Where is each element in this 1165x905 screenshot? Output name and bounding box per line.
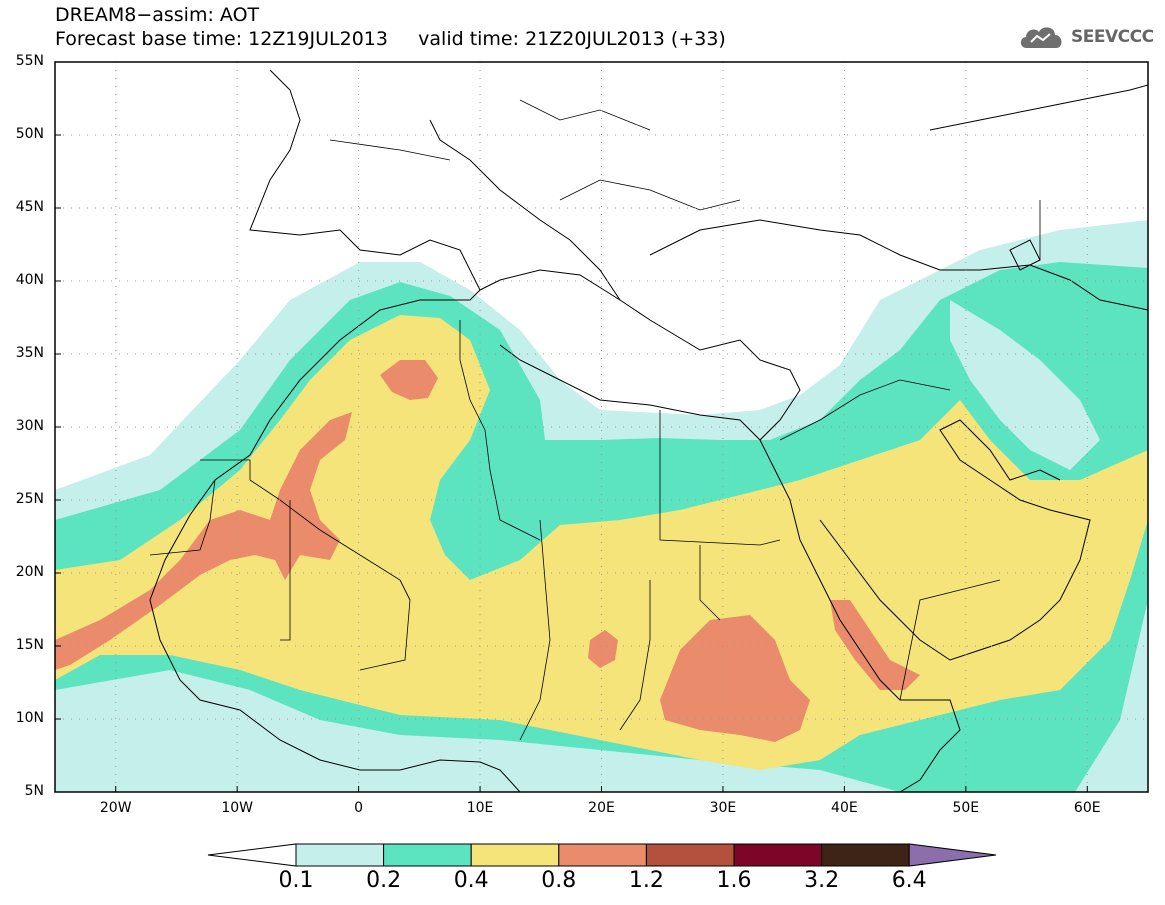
lon-label: 30E	[709, 800, 737, 816]
aot-contour-0-8-sudan	[660, 615, 810, 742]
colorbar-segment	[295, 843, 385, 867]
colorbar-threshold-label: 1.2	[628, 868, 664, 893]
colorbar-segment	[558, 843, 647, 867]
aot-contour-0-1-pocket	[950, 300, 1100, 470]
aot-contour-0-8-mauritania	[55, 412, 352, 670]
seevccc-logo: SEEVCCC	[1017, 22, 1154, 52]
colorbar-threshold-label: 0.4	[453, 868, 489, 893]
forecast-time-subtitle: Forecast base time: 12Z19JUL2013 valid t…	[55, 28, 726, 50]
aot-contour-0-8-red-sea	[830, 600, 920, 690]
lat-label: 35N	[15, 345, 44, 361]
colorbar	[207, 843, 997, 867]
aot-contour-0-8-chad	[588, 630, 618, 668]
lat-label: 10N	[15, 710, 44, 726]
colorbar-segment	[645, 843, 735, 867]
lat-label: 45N	[15, 199, 44, 215]
lon-label: 40E	[831, 800, 858, 816]
aot-contours	[55, 62, 1148, 792]
colorbar-threshold-label: 0.2	[366, 868, 402, 893]
lon-label: 10W	[221, 800, 253, 816]
colorbar-threshold-label: 3.2	[804, 868, 840, 893]
colorbar-segment	[470, 843, 560, 867]
lat-label: 55N	[15, 53, 44, 69]
logo-text: SEEVCCC	[1071, 27, 1154, 47]
colorbar-threshold-label: 6.4	[891, 868, 927, 893]
lon-label: 0	[354, 800, 364, 816]
lat-label: 50N	[15, 126, 44, 142]
colorbar-segment	[383, 843, 472, 867]
colorbar-threshold-label: 0.8	[541, 868, 577, 893]
lat-label: 40N	[15, 272, 44, 288]
colorbar-threshold-label: 1.6	[716, 868, 752, 893]
lon-label: 10E	[466, 800, 494, 816]
colorbar-segment	[733, 843, 823, 867]
colorbar-above-max	[908, 843, 997, 867]
lon-label: 20E	[588, 800, 615, 816]
lon-label: 60E	[1073, 800, 1101, 816]
lat-label: 5N	[24, 783, 44, 799]
cloud-logo-icon	[1020, 27, 1062, 48]
lon-label: 50E	[952, 800, 980, 816]
lat-label: 20N	[15, 564, 44, 580]
gridlines	[55, 62, 1148, 792]
axis-ticks	[55, 61, 1088, 793]
map-title: DREAM8−assim: AOT	[55, 4, 260, 26]
colorbar-below-min	[207, 843, 297, 867]
lat-label: 25N	[15, 491, 44, 507]
colorbar-threshold-label: 0.1	[278, 868, 314, 893]
colorbar-segment	[821, 843, 910, 867]
aot-contour-0-8-atlas	[380, 360, 438, 400]
lon-label: 20W	[99, 800, 132, 816]
lat-label: 30N	[15, 418, 44, 434]
lat-label: 15N	[15, 637, 44, 653]
coastlines	[149, 69, 1148, 792]
